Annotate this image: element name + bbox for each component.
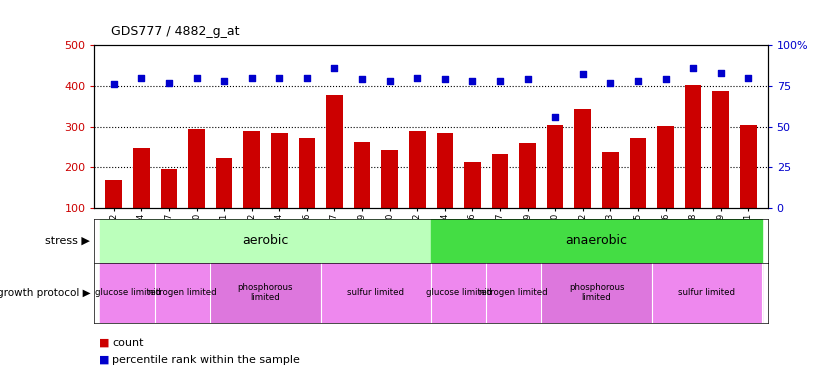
Point xyxy=(328,65,341,71)
Bar xyxy=(188,129,204,249)
Text: glucose limited: glucose limited xyxy=(426,288,492,297)
Bar xyxy=(299,138,315,249)
Point xyxy=(218,78,231,84)
Point xyxy=(548,114,562,120)
Point xyxy=(493,78,507,84)
Point xyxy=(355,76,369,82)
Bar xyxy=(547,125,563,249)
Bar xyxy=(133,148,149,249)
Text: phosphorous
limited: phosphorous limited xyxy=(569,283,624,302)
Bar xyxy=(382,150,398,249)
Text: count: count xyxy=(112,338,144,348)
Bar xyxy=(105,180,122,249)
Bar xyxy=(100,219,431,262)
Bar xyxy=(243,132,260,249)
Point xyxy=(438,76,452,82)
Bar xyxy=(271,133,287,249)
Text: sulfur limited: sulfur limited xyxy=(347,288,405,297)
Bar xyxy=(321,262,431,322)
Bar xyxy=(161,169,177,249)
Text: GDS777 / 4882_g_at: GDS777 / 4882_g_at xyxy=(111,24,240,38)
Bar xyxy=(740,125,757,249)
Point xyxy=(603,80,617,86)
Point xyxy=(300,75,314,81)
Bar xyxy=(602,152,619,249)
Text: ■: ■ xyxy=(99,338,109,348)
Bar xyxy=(520,143,536,249)
Point xyxy=(576,71,589,77)
Point xyxy=(135,75,148,81)
Bar xyxy=(464,162,480,249)
Bar xyxy=(658,126,674,249)
Point xyxy=(383,78,397,84)
Bar xyxy=(409,131,425,249)
Text: ■: ■ xyxy=(99,355,109,365)
Text: phosphorous
limited: phosphorous limited xyxy=(238,283,293,302)
Point xyxy=(410,75,424,81)
Bar xyxy=(630,138,646,249)
Point xyxy=(245,75,259,81)
Text: sulfur limited: sulfur limited xyxy=(678,288,736,297)
Point xyxy=(108,81,121,87)
Text: glucose limited: glucose limited xyxy=(94,288,160,297)
Bar xyxy=(210,262,321,322)
Point xyxy=(273,75,286,81)
Point xyxy=(659,76,672,82)
Text: aerobic: aerobic xyxy=(242,234,289,248)
Bar xyxy=(541,262,652,322)
Bar xyxy=(652,262,762,322)
Point xyxy=(631,78,644,84)
Point xyxy=(741,75,754,81)
Point xyxy=(521,76,534,82)
Bar xyxy=(155,262,210,322)
Bar xyxy=(216,158,232,249)
Text: growth protocol ▶: growth protocol ▶ xyxy=(0,288,90,297)
Text: stress ▶: stress ▶ xyxy=(45,236,90,246)
Text: anaerobic: anaerobic xyxy=(566,234,627,248)
Bar xyxy=(100,262,155,322)
Bar xyxy=(431,219,762,262)
Bar xyxy=(326,95,342,249)
Bar xyxy=(713,91,729,249)
Text: percentile rank within the sample: percentile rank within the sample xyxy=(112,355,300,365)
Text: nitrogen limited: nitrogen limited xyxy=(149,288,217,297)
Bar xyxy=(431,262,486,322)
Point xyxy=(163,80,176,86)
Bar xyxy=(437,133,453,249)
Bar xyxy=(354,142,370,249)
Point xyxy=(466,78,479,84)
Bar xyxy=(575,109,591,249)
Bar xyxy=(486,262,541,322)
Point xyxy=(190,75,203,81)
Bar xyxy=(685,84,701,249)
Point xyxy=(714,70,727,76)
Text: nitrogen limited: nitrogen limited xyxy=(479,288,548,297)
Bar xyxy=(492,154,508,249)
Point xyxy=(686,65,699,71)
